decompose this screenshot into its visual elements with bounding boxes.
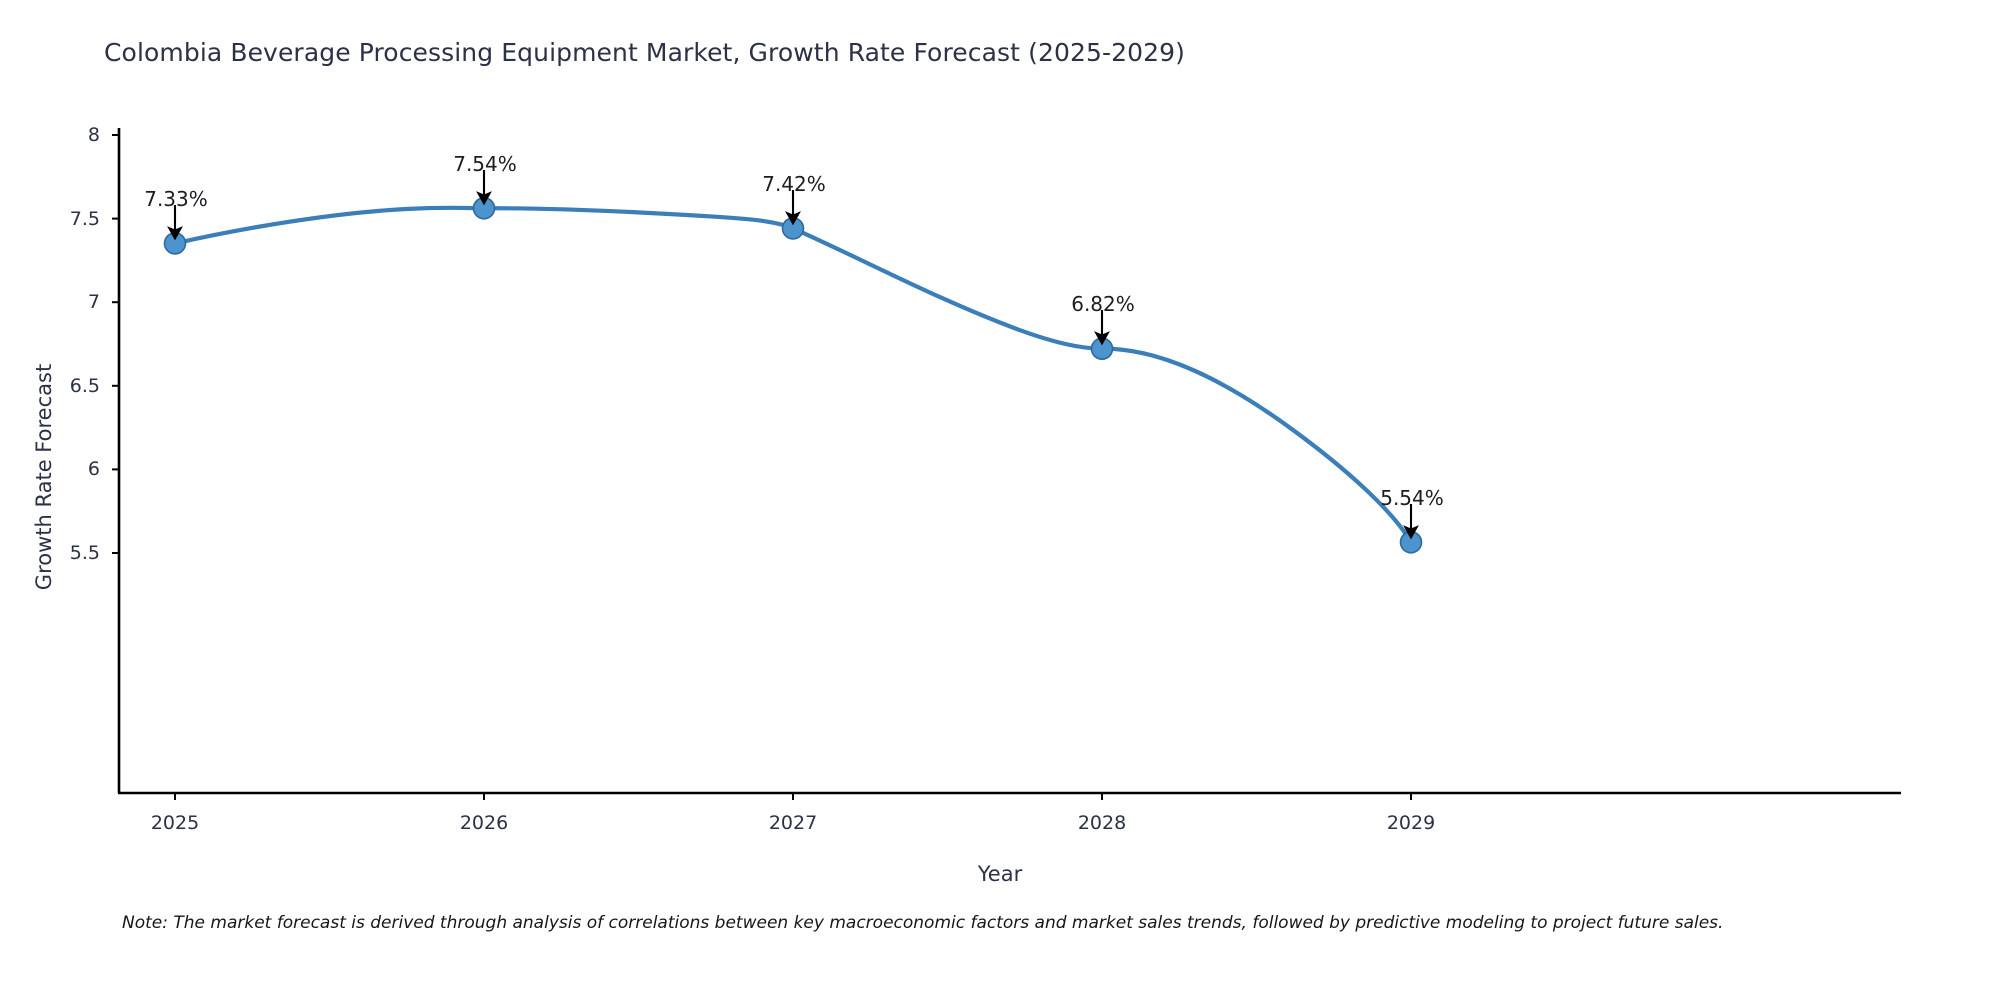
data-label-2025: 7.33% xyxy=(144,187,208,211)
forecast-line xyxy=(172,205,1414,545)
x-tick-label-2025: 2025 xyxy=(150,812,200,834)
y-tick-label-4: 6 xyxy=(87,458,100,481)
y-tick-label-0: 8 xyxy=(87,124,100,146)
x-tick-label-2029: 2029 xyxy=(1386,812,1436,834)
y-axis-title: Growth Rate Forecast xyxy=(32,363,56,591)
x-axis-title: Year xyxy=(977,862,1023,886)
data-label-2028: 6.82% xyxy=(1071,292,1135,316)
data-label-2027: 7.42% xyxy=(762,172,826,196)
x-tick-label-2028: 2028 xyxy=(1077,812,1127,834)
data-label-2026: 7.54% xyxy=(453,152,517,176)
chart-note: Note: The market forecast is derived thr… xyxy=(122,913,1724,933)
x-tick-label-2026: 2026 xyxy=(459,812,509,834)
data-label-2029: 5.54% xyxy=(1380,486,1444,510)
chart-title: Colombia Beverage Processing Equipment M… xyxy=(104,38,1185,67)
y-tick-label-3: 6.5 xyxy=(69,374,100,397)
y-tick-label-1: 7.5 xyxy=(69,207,100,230)
data-point-marker[interactable] xyxy=(163,232,187,255)
annotation-arrows xyxy=(167,170,1419,540)
data-point-markers xyxy=(163,197,1423,554)
y-tick-marks xyxy=(112,134,119,554)
x-tick-marks xyxy=(174,793,1412,800)
data-point-marker[interactable] xyxy=(1090,337,1114,361)
y-tick-label-2: 7 xyxy=(87,291,100,314)
y-tick-label-5: 5.5 xyxy=(69,542,100,564)
data-point-marker[interactable] xyxy=(1399,530,1423,554)
data-point-marker[interactable] xyxy=(472,197,496,220)
x-tick-label-2027: 2027 xyxy=(768,812,818,834)
data-point-marker[interactable] xyxy=(781,217,805,240)
